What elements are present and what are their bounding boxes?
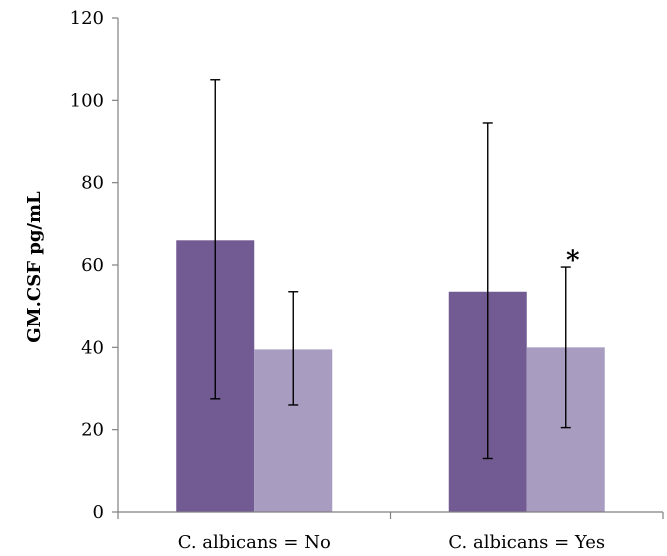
y-tick-label-6: 120 bbox=[70, 8, 104, 29]
y-tick-label-2: 40 bbox=[81, 337, 104, 358]
y-ticks-group: 0 20 40 60 80 100 120 bbox=[70, 8, 664, 523]
x-category-label-0: C. albicans = No bbox=[178, 532, 331, 553]
y-tick-label-1: 20 bbox=[81, 420, 104, 441]
bars-group bbox=[176, 240, 605, 513]
y-tick-label-5: 100 bbox=[70, 90, 104, 111]
y-tick-label-4: 80 bbox=[81, 173, 104, 194]
significance-marker-0: * bbox=[566, 246, 580, 276]
y-tick-label-3: 60 bbox=[81, 255, 104, 276]
y-axis-title: GM.CSF pg/mL bbox=[24, 191, 45, 343]
x-labels-group: C. albicans = No C. albicans = Yes bbox=[178, 532, 605, 553]
annotations-group: * bbox=[566, 246, 580, 276]
x-category-label-1: C. albicans = Yes bbox=[448, 532, 605, 553]
y-tick-label-0: 0 bbox=[93, 502, 104, 523]
error-bars-group bbox=[210, 79, 571, 460]
